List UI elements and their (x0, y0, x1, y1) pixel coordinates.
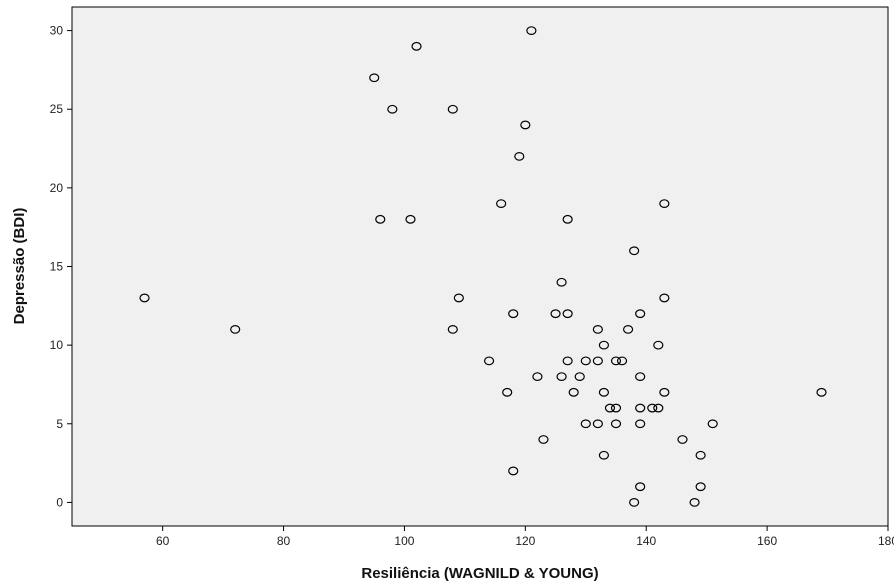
data-point (629, 246, 640, 256)
data-point (635, 309, 646, 319)
data-point (604, 403, 616, 413)
y-axis-title: Depressão (BDI) (11, 208, 28, 325)
data-point (580, 419, 591, 429)
data-point (592, 419, 603, 429)
x-tick-label: 140 (636, 534, 656, 548)
data-point (230, 325, 241, 334)
y-tick-label: 30 (50, 24, 64, 38)
data-point (538, 435, 549, 444)
data-point (695, 450, 706, 460)
x-axis: 60 80 100 120 140 160 180 (156, 526, 894, 548)
y-tick-label: 0 (56, 495, 63, 509)
data-point (610, 403, 622, 413)
data-point (556, 277, 567, 287)
data-point (502, 387, 513, 397)
data-point (592, 325, 603, 334)
data-point (562, 309, 573, 319)
data-point (447, 325, 458, 334)
data-point (598, 387, 610, 397)
data-point (659, 199, 670, 208)
data-point (635, 403, 646, 413)
data-point (659, 293, 670, 303)
y-tick-label: 25 (50, 102, 64, 116)
data-point (514, 152, 525, 161)
data-point (453, 293, 464, 303)
data-point (610, 419, 622, 429)
data-point (520, 120, 531, 130)
x-tick-label: 80 (277, 534, 291, 548)
data-point (369, 73, 380, 83)
data-point (405, 214, 416, 224)
data-point (580, 356, 591, 366)
data-point (447, 104, 458, 114)
x-tick-label: 180 (878, 534, 894, 548)
data-point (816, 387, 827, 397)
data-point (635, 372, 646, 381)
data-point (689, 498, 700, 507)
data-point (375, 214, 386, 224)
data-point (387, 104, 398, 114)
data-point (622, 325, 634, 334)
data-point (707, 419, 718, 429)
data-point (496, 199, 507, 208)
data-point (647, 403, 658, 413)
x-tick-label: 120 (515, 534, 535, 548)
data-point (508, 466, 519, 476)
data-point (616, 356, 628, 366)
data-point (610, 356, 622, 366)
data-point (568, 387, 579, 397)
data-point (635, 482, 646, 492)
data-point (598, 340, 610, 350)
plot-area (71, 6, 889, 527)
data-point (574, 372, 585, 381)
x-tick-label: 60 (156, 534, 170, 548)
data-point (562, 214, 573, 224)
data-point (556, 372, 567, 381)
data-point (659, 387, 670, 397)
data-point (635, 419, 646, 429)
data-point (550, 309, 561, 319)
y-tick-label: 10 (50, 338, 64, 352)
y-tick-label: 20 (50, 181, 64, 195)
data-point (532, 372, 543, 381)
data-point (562, 356, 573, 366)
data-point (526, 26, 537, 35)
data-point (592, 356, 603, 366)
data-point (411, 41, 422, 51)
data-point (677, 435, 688, 444)
data-point (483, 356, 495, 366)
data-point (629, 498, 640, 507)
x-axis-title: Resiliência (WAGNILD & YOUNG) (361, 565, 598, 582)
y-axis: 0 5 10 15 20 25 30 (50, 24, 72, 509)
data-point (653, 340, 664, 350)
x-tick-label: 160 (757, 534, 777, 548)
data-point (653, 403, 664, 413)
data-point (508, 309, 519, 319)
y-tick-label: 15 (50, 260, 64, 274)
data-point (139, 293, 150, 303)
x-tick-label: 100 (394, 534, 414, 548)
data-points (139, 26, 827, 507)
y-tick-label: 5 (56, 417, 63, 431)
data-point (598, 450, 610, 460)
data-point (695, 482, 706, 492)
